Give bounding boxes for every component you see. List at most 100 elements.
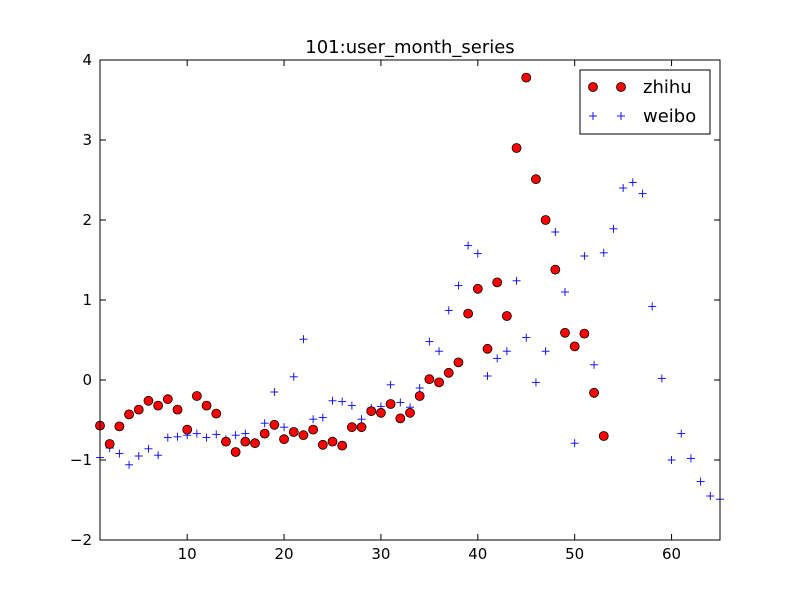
weibo-point: [396, 398, 405, 407]
series-weibo: [96, 178, 724, 504]
weibo-point: [512, 276, 521, 285]
weibo-point: [580, 252, 589, 260]
zhihu-point: [230, 447, 241, 457]
zhihu-point: [211, 408, 222, 419]
weibo-point: [231, 431, 240, 440]
legend-entry-weibo: weibo: [589, 106, 696, 127]
x-tick-label: 20: [275, 545, 294, 563]
zhihu-point: [240, 436, 251, 447]
zhihu-point: [550, 264, 561, 275]
zhihu-point: [531, 174, 541, 185]
chart-title: 101:user_month_series: [305, 37, 514, 58]
x-tick-label: 10: [178, 545, 197, 563]
zhihu-point: [153, 400, 164, 411]
zhihu-point: [298, 430, 309, 441]
weibo-point: [280, 423, 289, 432]
weibo-point: [144, 444, 153, 453]
zhihu-point: [501, 311, 512, 321]
weibo-point: [192, 429, 201, 438]
y-tick-label: −2: [70, 531, 92, 549]
weibo-point: [173, 432, 182, 441]
weibo-point: [541, 347, 550, 356]
weibo-point: [163, 433, 172, 442]
x-tick-label: 60: [662, 545, 681, 563]
weibo-point: [628, 178, 637, 187]
weibo-point: [464, 241, 473, 250]
weibo-point: [289, 372, 298, 381]
zhihu-point: [385, 399, 396, 409]
zhihu-point: [337, 440, 348, 451]
zhihu-point: [569, 341, 580, 352]
weibo-point: [590, 360, 599, 369]
weibo-point: [638, 189, 647, 198]
weibo-point: [706, 492, 715, 500]
weibo-point: [686, 454, 695, 463]
zhihu-point: [317, 439, 328, 450]
zhihu-point: [172, 404, 183, 415]
zhihu-point: [104, 439, 115, 449]
weibo-point: [309, 415, 318, 424]
zhihu-point: [124, 409, 134, 420]
zhihu-point: [492, 277, 503, 288]
y-tick-label: 2: [82, 211, 92, 229]
zhihu-point: [308, 424, 319, 435]
weibo-point: [347, 401, 356, 410]
zhihu-point: [395, 413, 406, 424]
weibo-point: [502, 347, 511, 356]
weibo-point: [677, 429, 686, 438]
weibo-point: [473, 249, 482, 258]
weibo-point: [522, 333, 531, 342]
weibo-point: [386, 380, 395, 389]
zhihu-point: [414, 391, 425, 401]
weibo-point: [648, 302, 657, 311]
zhihu-point: [327, 436, 338, 447]
zhihu-point: [376, 407, 386, 418]
zhihu-point: [589, 387, 599, 398]
zhihu-point: [201, 400, 212, 411]
weibo-point: [415, 384, 424, 392]
zhihu-point: [540, 215, 551, 225]
x-tick-label: 30: [371, 545, 390, 563]
zhihu-point: [560, 327, 570, 338]
legend: zhihu weibo: [579, 69, 711, 135]
zhihu-point: [221, 436, 231, 447]
zhihu-point: [366, 406, 377, 417]
legend-marker-weibo: [617, 112, 625, 120]
series-zhihu: [95, 72, 609, 457]
weibo-point: [444, 306, 453, 315]
zhihu-point: [133, 404, 144, 415]
legend-box: [579, 69, 711, 135]
weibo-point: [619, 184, 628, 192]
zhihu-point: [250, 438, 260, 449]
weibo-point: [435, 347, 444, 356]
legend-marker-zhihu: [616, 82, 626, 92]
weibo-point: [609, 224, 618, 233]
zhihu-point: [579, 328, 590, 339]
weibo-point: [154, 451, 163, 460]
weibo-point: [696, 477, 705, 486]
zhihu-point: [424, 374, 435, 385]
zhihu-point: [434, 377, 444, 388]
zhihu-point: [511, 143, 522, 153]
weibo-point: [134, 452, 143, 460]
weibo-point: [483, 372, 492, 380]
weibo-point: [425, 337, 434, 346]
zhihu-point: [279, 434, 289, 445]
weibo-point: [531, 378, 540, 387]
plot-area: [95, 72, 724, 504]
zhihu-point: [463, 308, 474, 319]
weibo-point: [202, 433, 211, 442]
weibo-point: [338, 397, 347, 406]
zhihu-point: [259, 428, 270, 439]
weibo-point: [270, 388, 279, 396]
zhihu-point: [114, 421, 125, 432]
weibo-point: [318, 413, 327, 422]
weibo-point: [299, 335, 308, 344]
weibo-point: [454, 281, 463, 290]
zhihu-point: [356, 422, 367, 433]
zhihu-point: [598, 431, 609, 441]
legend-marker-weibo: [589, 112, 597, 120]
legend-label-zhihu: zhihu: [643, 77, 692, 98]
zhihu-point: [269, 419, 280, 430]
